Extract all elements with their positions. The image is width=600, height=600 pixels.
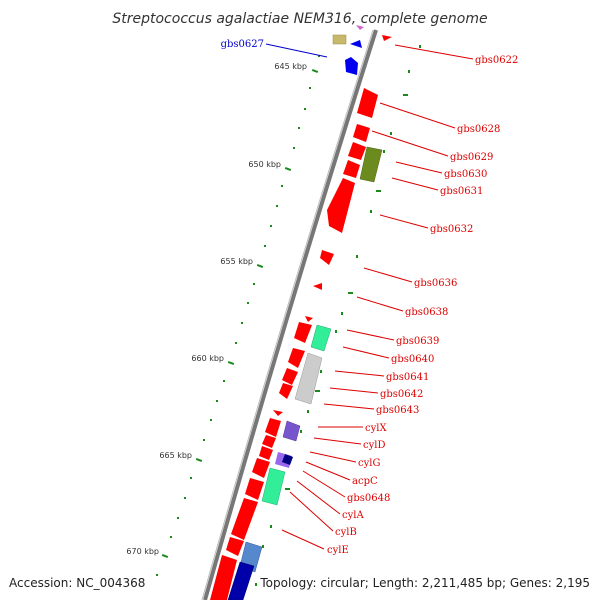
gene-grey (294, 352, 323, 405)
gene-red-bottom (210, 555, 237, 600)
gene-label: gbs0640 (391, 354, 434, 365)
gene-gbs0638-arrow (313, 283, 322, 290)
gene-label: cylG (358, 458, 380, 469)
kbp-label-650: 650 kbp (248, 160, 281, 169)
backbone-arc (203, 29, 378, 600)
gene-gbs0636 (320, 250, 334, 265)
gene-gbs0628 (357, 88, 378, 118)
gene-label: cylX (365, 423, 387, 434)
gene-gbs0632 (327, 178, 355, 233)
gene-pink-small (356, 25, 364, 30)
gene-label: gbs0631 (440, 186, 483, 197)
kbp-label-665: 665 kbp (159, 451, 192, 460)
gene-navy (282, 454, 293, 465)
gene-label: gbs0639 (396, 336, 439, 347)
gene-label: cylB (335, 527, 357, 538)
gene-label: gbs0641 (386, 372, 429, 383)
gene-label: gbs0627 (221, 39, 264, 50)
gene-blue-small (350, 40, 362, 48)
gene-red-a (294, 322, 312, 343)
gene-gbs0622-arrow (382, 35, 392, 41)
gene-purple-1 (282, 420, 301, 442)
gene-red-b (288, 348, 305, 368)
gene-gbs0629 (353, 124, 370, 142)
kbp-label-660: 660 kbp (191, 354, 224, 363)
map-title: Streptococcus agalactiae NEM316, complet… (112, 11, 487, 27)
gene-label: gbs0636 (414, 278, 457, 289)
minor-ticks-inner (255, 45, 421, 586)
gene-label: cylD (363, 440, 385, 451)
gene-teal-2 (261, 467, 286, 506)
gene-navy-bottom (227, 561, 255, 600)
gene-label: gbs0630 (444, 169, 487, 180)
gene-label: gbs0628 (457, 124, 500, 135)
gene-cylB (231, 498, 258, 540)
gene-cylA (245, 478, 264, 500)
gene-label: gbs0622 (475, 55, 518, 66)
gene-cylX (265, 418, 281, 437)
gene-cylG (259, 446, 273, 460)
kbp-ticks (161, 69, 319, 558)
gene-cylE (226, 537, 244, 556)
gene-olive (359, 146, 383, 183)
gene-gbs0648 (252, 458, 270, 478)
gene-cylD (262, 435, 276, 448)
gene-gbs0631 (343, 160, 360, 178)
kbp-labels: 645 kbp 650 kbp 655 kbp 660 kbp 665 kbp … (126, 62, 307, 556)
gene-label: cylA (342, 510, 364, 521)
topology-text: Topology: circular; Length: 2,211,485 bp… (260, 576, 590, 590)
gene-label: gbs0632 (430, 224, 473, 235)
gene-label: cylE (327, 545, 349, 556)
gene-label: gbs0643 (376, 405, 419, 416)
gene-label: gbs0629 (450, 152, 493, 163)
kbp-label-670: 670 kbp (126, 547, 159, 556)
gene-red-d (279, 383, 293, 399)
accession-text: Accession: NC_004368 (9, 576, 146, 590)
gene-label: gbs0638 (405, 307, 448, 318)
gene-red-c (282, 368, 298, 385)
gene-red-e (273, 410, 283, 416)
gene-labels: gbs0622 gbs0627 gbs0628 gbs0629 gbs0630 … (221, 39, 519, 556)
kbp-label-655: 655 kbp (220, 257, 253, 266)
gene-label: gbs0642 (380, 389, 423, 400)
gene-teal-1 (310, 324, 332, 352)
gene-gbs0639-arrow (305, 316, 313, 322)
gene-label: acpC (352, 476, 378, 487)
backbone-arc-highlight (201, 29, 374, 600)
minor-ticks-outer (156, 55, 320, 576)
kbp-label-645: 645 kbp (274, 62, 307, 71)
gene-khaki (332, 34, 347, 45)
gene-features (210, 25, 392, 600)
gene-gbs0627 (345, 57, 358, 75)
label-leaders (265, 43, 474, 550)
gene-label: gbs0648 (347, 493, 390, 504)
gene-gbs0630 (348, 142, 366, 160)
